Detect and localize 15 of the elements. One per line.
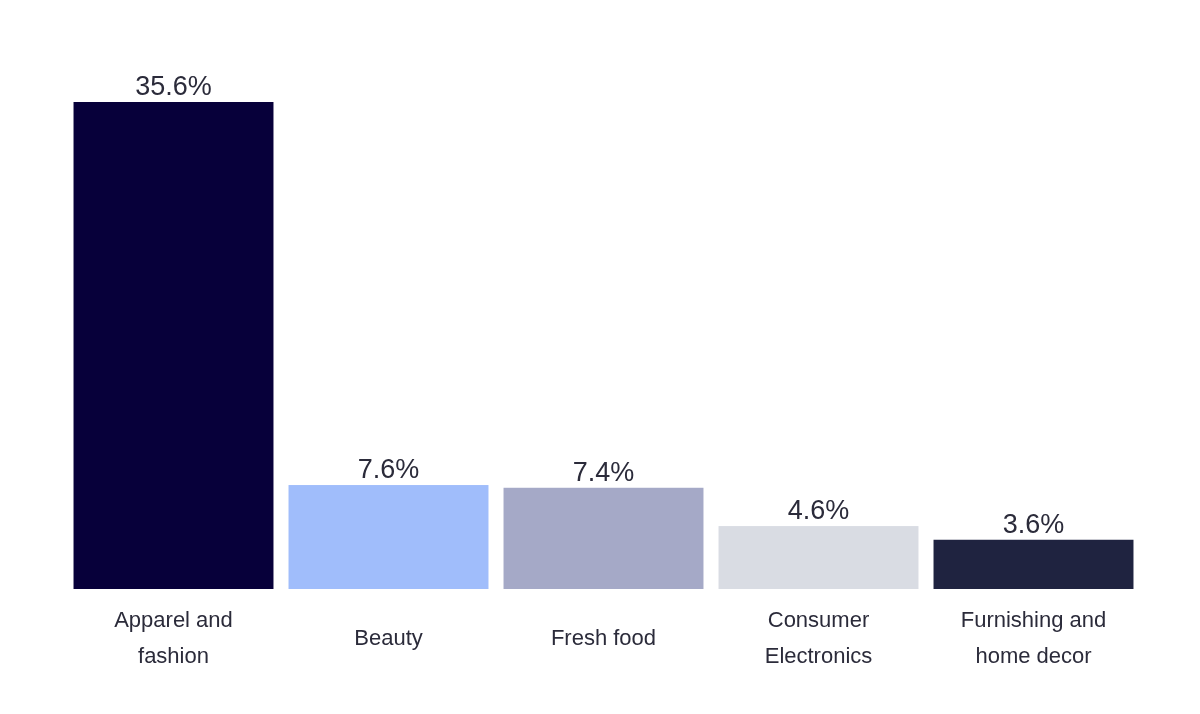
data-label: 35.6% bbox=[135, 71, 212, 101]
bar bbox=[288, 485, 489, 589]
bar bbox=[503, 487, 704, 589]
data-label: 4.6% bbox=[787, 495, 850, 526]
bar bbox=[73, 102, 274, 589]
bar bbox=[933, 539, 1134, 589]
x-tick-label: Apparel and fashion bbox=[114, 607, 233, 668]
bar bbox=[718, 526, 919, 589]
x-tick-label: Furnishing and home decor bbox=[960, 607, 1107, 668]
data-label: 7.6% bbox=[357, 454, 420, 485]
x-tick-label: Consumer Electronics bbox=[764, 607, 873, 668]
x-tick-label: Beauty bbox=[354, 625, 423, 650]
x-tick-label: Fresh food bbox=[550, 625, 657, 650]
data-label: 3.6% bbox=[1002, 508, 1065, 539]
data-label: 7.4% bbox=[572, 456, 635, 487]
